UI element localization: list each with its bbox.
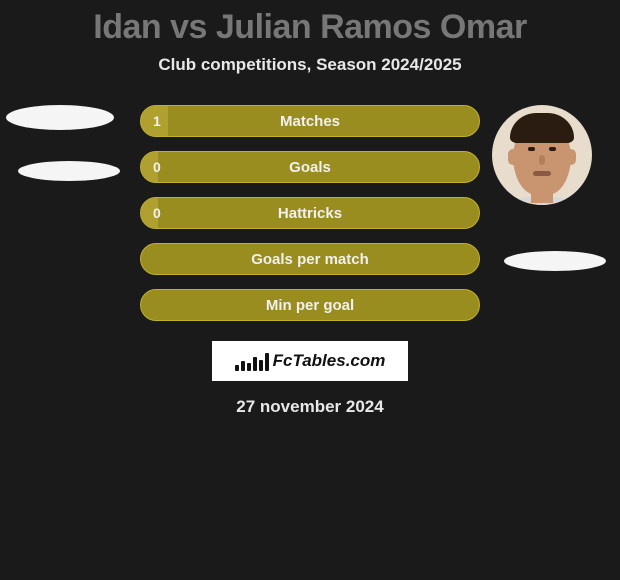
stat-row: 1 Matches [140,105,480,137]
player-face-graphic [492,105,592,205]
stat-label: Matches [280,113,340,130]
stat-left-value: 1 [153,113,161,129]
brand-bar [241,361,245,371]
stat-left-value: 0 [153,205,161,221]
stat-label: Hattricks [278,205,342,222]
stat-label: Goals per match [251,251,369,268]
placeholder-ellipse [18,161,120,181]
stat-row: Goals per match [140,243,480,275]
brand-bar [259,360,263,371]
placeholder-ellipse [6,105,114,130]
stat-label: Goals [289,159,331,176]
comparison-zone: 1 Matches 0 Goals 0 Hattricks Goals per match M… [0,105,620,321]
brand-box: FcTables.com [212,341,408,381]
brand-bar [247,363,251,371]
stat-row: 0 Goals [140,151,480,183]
stat-row: Min per goal [140,289,480,321]
subtitle: Club competitions, Season 2024/2025 [0,55,620,75]
stat-left-value: 0 [153,159,161,175]
brand-bar [253,357,257,371]
brand-bar [265,353,269,371]
brand-bar [235,365,239,371]
stat-row: 0 Hattricks [140,197,480,229]
stat-label: Min per goal [266,297,354,314]
placeholder-ellipse [504,251,606,271]
brand-text: FcTables.com [273,351,386,371]
date-line: 27 november 2024 [0,397,620,417]
page-title: Idan vs Julian Ramos Omar [0,0,620,47]
player-right-photo [492,105,592,205]
brand-chart-icon [235,351,269,371]
